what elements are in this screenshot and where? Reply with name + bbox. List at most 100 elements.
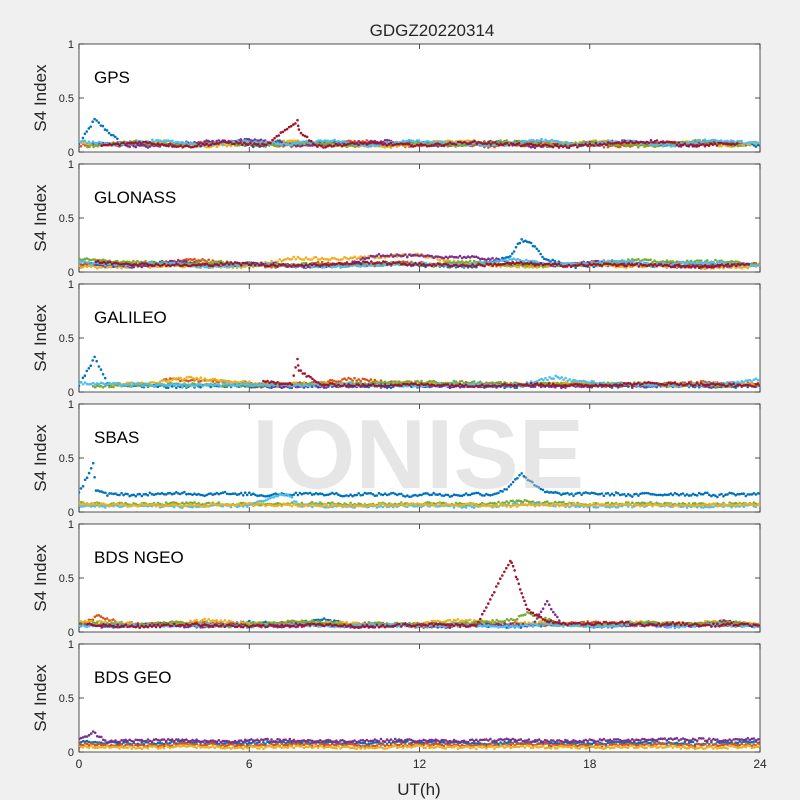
data-point [392,261,395,264]
data-point [211,264,215,268]
data-point [357,143,360,147]
data-point [489,264,492,268]
data-point [615,141,618,145]
data-point [512,250,516,253]
data-point [404,253,407,256]
data-point [316,145,319,148]
data-point [509,254,512,258]
data-point [353,145,357,149]
chart-title: GDGZ20220314 [370,21,495,40]
data-point [91,262,95,265]
data-point [669,260,673,263]
data-point [426,139,429,143]
data-point [168,259,172,263]
data-point [280,263,283,267]
data-point [394,261,397,265]
data-point [169,264,172,268]
data-point [528,139,531,142]
data-point [300,258,304,261]
data-point [314,143,317,147]
data-point [321,140,324,143]
data-point [637,141,641,144]
data-point [574,264,577,267]
data-point [594,259,598,263]
data-point [363,141,367,144]
data-point [92,145,95,149]
data-point [537,143,541,147]
data-point [313,262,316,266]
data-point [667,140,671,144]
data-point [211,262,215,266]
data-point [282,139,286,142]
data-point [687,260,691,264]
data-point [738,144,742,147]
data-point [456,256,460,259]
data-point [505,139,509,142]
data-point [112,142,115,146]
data-point [272,141,276,144]
data-point [606,145,610,149]
data-point [367,385,371,389]
data-point [485,142,489,146]
data-point [533,259,536,263]
data-point [438,263,442,266]
data-point [485,262,489,266]
data-point [440,256,444,259]
data-point [517,142,521,145]
data-point [149,263,152,267]
data-point [631,263,634,267]
data-point [527,262,531,266]
data-point [357,264,361,268]
data-point [79,145,83,148]
data-point [309,139,313,143]
data-point [446,265,450,269]
data-point [247,138,251,141]
data-point [440,142,443,145]
data-point [715,139,719,143]
data-point [549,263,553,267]
data-point [641,141,645,144]
data-point [647,263,651,267]
data-point [632,139,636,143]
data-point [320,256,324,260]
data-point [309,144,312,147]
data-point [327,261,330,265]
data-point [505,263,509,267]
data-point [649,139,653,142]
data-point [132,263,136,266]
data-point [448,141,452,144]
data-point [473,265,476,268]
data-point [527,260,530,263]
data-point [371,143,374,147]
data-point [377,263,381,267]
data-point [551,145,555,149]
data-point [215,260,219,264]
data-point [239,141,242,144]
data-point [257,139,261,142]
data-point [483,262,486,266]
data-point [657,141,661,145]
data-point [681,260,685,264]
data-point [377,142,381,145]
data-point [304,256,308,259]
data-point [286,257,290,260]
data-point [159,139,162,143]
data-point [426,264,430,267]
data-point [461,141,464,145]
data-point [336,144,340,147]
data-point [620,265,624,268]
y-tick-label: 1 [68,159,74,171]
data-point [199,144,202,148]
data-point [689,265,693,269]
data-point [462,255,466,259]
data-point [112,265,115,269]
data-point [83,260,87,263]
data-point [464,144,468,147]
data-point [105,129,109,132]
data-point [613,141,616,145]
data-point [81,266,85,269]
data-point [335,140,338,144]
data-point [98,143,101,147]
data-point [290,139,294,142]
data-point [381,254,385,257]
